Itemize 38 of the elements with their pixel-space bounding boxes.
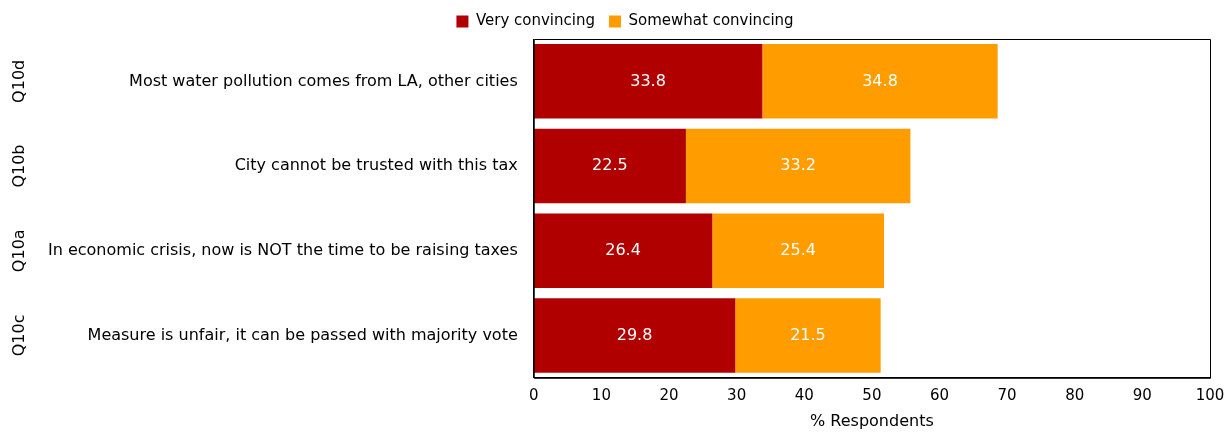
data-label: 34.8 — [862, 70, 898, 90]
y-tick-label: Most water pollution comes from LA, other cities — [129, 70, 518, 90]
data-label: 22.5 — [592, 155, 628, 175]
bar — [735, 298, 881, 373]
y-tick-label: In economic crisis, now is NOT the time to be raising taxes — [47, 239, 518, 259]
data-label: 33.8 — [630, 70, 666, 90]
x-tick-label: 30 — [727, 385, 747, 404]
x-tick-label: 60 — [929, 385, 950, 404]
data-label: 29.8 — [616, 324, 653, 344]
x-tick-label: 100 — [1195, 385, 1225, 404]
x-tick-label: 70 — [997, 385, 1017, 404]
x-tick-label: 0 — [528, 385, 539, 404]
text: Q10a — [9, 229, 29, 273]
x-tick-label: 40 — [794, 385, 814, 404]
data-label: 25.4 — [780, 239, 816, 259]
x-tick-label: 80 — [1065, 385, 1085, 404]
text: Q10b — [9, 144, 29, 188]
bar — [762, 44, 998, 119]
text: Q10c — [9, 314, 29, 357]
data-label: 26.4 — [605, 239, 641, 259]
y-tick-label: Measure is unfair, it can be passed with majority vote — [87, 324, 518, 344]
bar — [712, 213, 885, 289]
y-tick-label: City cannot be trusted with this tax — [234, 155, 518, 175]
x-tick-label: 90 — [1132, 385, 1152, 404]
legend-label: Somewhat convincing — [628, 11, 794, 30]
x-tick-label: 50 — [862, 385, 882, 404]
data-label: 33.2 — [780, 155, 816, 175]
legend-label: Very convincing — [475, 11, 595, 30]
text: Q10d — [9, 59, 29, 103]
x-axis-title: % Respondents — [810, 410, 934, 430]
bar — [533, 298, 736, 373]
bar — [533, 213, 713, 289]
x-tick-label: 20 — [659, 385, 679, 404]
bar — [533, 128, 686, 204]
x-tick-label: 10 — [591, 385, 611, 404]
bar — [533, 44, 763, 119]
bar — [685, 128, 911, 204]
data-label: 21.5 — [790, 324, 826, 344]
